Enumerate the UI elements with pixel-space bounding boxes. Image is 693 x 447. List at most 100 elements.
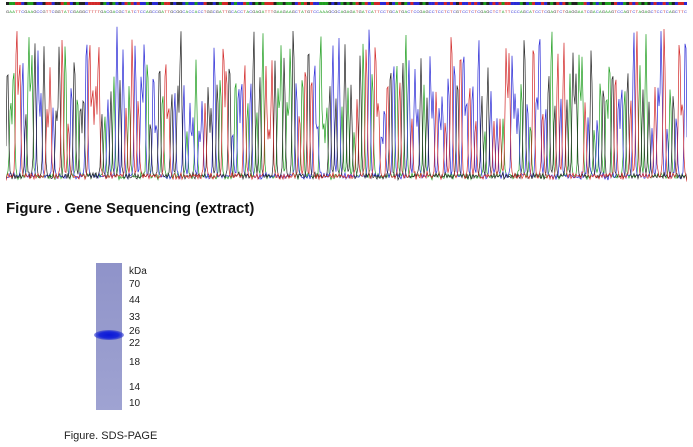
base-call: A bbox=[362, 9, 365, 14]
base-call: T bbox=[167, 9, 170, 14]
base-call: C bbox=[675, 9, 678, 14]
base-call: T bbox=[386, 9, 389, 14]
quality-cell bbox=[316, 2, 320, 5]
base-call: A bbox=[353, 9, 356, 14]
base-call: T bbox=[435, 9, 438, 14]
quality-cell bbox=[264, 2, 268, 5]
trace-G bbox=[6, 30, 687, 182]
base-call: T bbox=[204, 9, 207, 14]
quality-cell bbox=[607, 2, 612, 5]
quality-cell bbox=[133, 2, 137, 5]
quality-cell bbox=[118, 2, 122, 5]
quality-cell bbox=[553, 2, 557, 5]
quality-cell bbox=[440, 2, 444, 5]
base-call: C bbox=[441, 9, 444, 14]
quality-cell bbox=[45, 2, 49, 5]
quality-cell bbox=[63, 2, 67, 5]
base-call: T bbox=[18, 9, 21, 14]
quality-cell bbox=[291, 2, 296, 5]
base-call: T bbox=[67, 9, 70, 14]
quality-cell bbox=[382, 2, 387, 5]
marker-10: 10 bbox=[129, 398, 141, 409]
quality-cell bbox=[294, 2, 299, 5]
quality-cell bbox=[480, 2, 484, 5]
quality-cell bbox=[340, 2, 344, 5]
quality-cell bbox=[176, 2, 180, 5]
quality-cell bbox=[158, 2, 162, 5]
base-call: G bbox=[419, 9, 422, 14]
base-call: T bbox=[474, 9, 477, 14]
quality-cell bbox=[224, 2, 229, 5]
marker-44: 44 bbox=[129, 295, 141, 306]
base-call: G bbox=[389, 9, 392, 14]
base-call: C bbox=[231, 9, 234, 14]
quality-cell bbox=[258, 2, 262, 5]
quality-cell bbox=[635, 2, 639, 5]
base-call: T bbox=[508, 9, 511, 14]
base-call: A bbox=[599, 9, 602, 14]
sds-page-gel bbox=[94, 263, 124, 410]
base-call: C bbox=[526, 9, 529, 14]
base-call: C bbox=[477, 9, 480, 14]
base-call: A bbox=[9, 9, 12, 14]
base-call: A bbox=[146, 9, 149, 14]
quality-cell bbox=[106, 2, 110, 5]
quality-cell bbox=[42, 2, 46, 5]
base-call: C bbox=[535, 9, 538, 14]
base-call: T bbox=[541, 9, 544, 14]
quality-cell bbox=[33, 2, 37, 5]
quality-cell bbox=[595, 2, 600, 5]
base-call: T bbox=[636, 9, 639, 14]
quality-cell bbox=[659, 2, 663, 5]
base-call: C bbox=[198, 9, 201, 14]
base-call: T bbox=[164, 9, 167, 14]
base-call: G bbox=[283, 9, 286, 14]
base-call: A bbox=[669, 9, 672, 14]
quality-cell bbox=[27, 2, 31, 5]
quality-cell bbox=[218, 2, 223, 5]
quality-cell bbox=[483, 2, 487, 5]
base-call: G bbox=[425, 9, 428, 14]
quality-cell bbox=[507, 2, 511, 5]
base-call: A bbox=[404, 9, 407, 14]
quality-cell bbox=[66, 2, 71, 5]
quality-cell bbox=[376, 2, 381, 5]
quality-cell bbox=[319, 2, 323, 5]
quality-cell bbox=[443, 2, 448, 5]
quality-cell bbox=[620, 2, 624, 5]
kda-unit-label: kDa bbox=[129, 266, 147, 277]
quality-cell bbox=[215, 2, 220, 5]
base-call: G bbox=[82, 9, 85, 14]
base-call: A bbox=[639, 9, 642, 14]
quality-cell bbox=[367, 2, 372, 5]
marker-18: 18 bbox=[129, 357, 141, 368]
base-call: C bbox=[596, 9, 599, 14]
quality-cell bbox=[495, 2, 499, 5]
quality-cell bbox=[458, 2, 463, 5]
quality-cell bbox=[310, 2, 314, 5]
base-call: T bbox=[532, 9, 535, 14]
quality-cell bbox=[51, 2, 55, 5]
quality-cell bbox=[492, 2, 496, 5]
base-call: T bbox=[310, 9, 313, 14]
base-call: T bbox=[654, 9, 657, 14]
quality-cell bbox=[601, 2, 606, 5]
base-call: C bbox=[70, 9, 73, 14]
base-call: T bbox=[271, 9, 274, 14]
quality-cell bbox=[598, 2, 603, 5]
base-call: T bbox=[304, 9, 307, 14]
base-call: T bbox=[374, 9, 377, 14]
base-call: C bbox=[201, 9, 204, 14]
quality-cell bbox=[556, 2, 560, 5]
quality-cell bbox=[18, 2, 22, 5]
base-call: C bbox=[514, 9, 517, 14]
quality-cell bbox=[513, 2, 517, 5]
base-call: C bbox=[517, 9, 520, 14]
quality-cell bbox=[297, 2, 302, 5]
base-call: C bbox=[544, 9, 547, 14]
marker-33: 33 bbox=[129, 312, 141, 323]
quality-cell bbox=[583, 2, 587, 5]
base-call: A bbox=[219, 9, 222, 14]
quality-cell bbox=[82, 2, 86, 5]
